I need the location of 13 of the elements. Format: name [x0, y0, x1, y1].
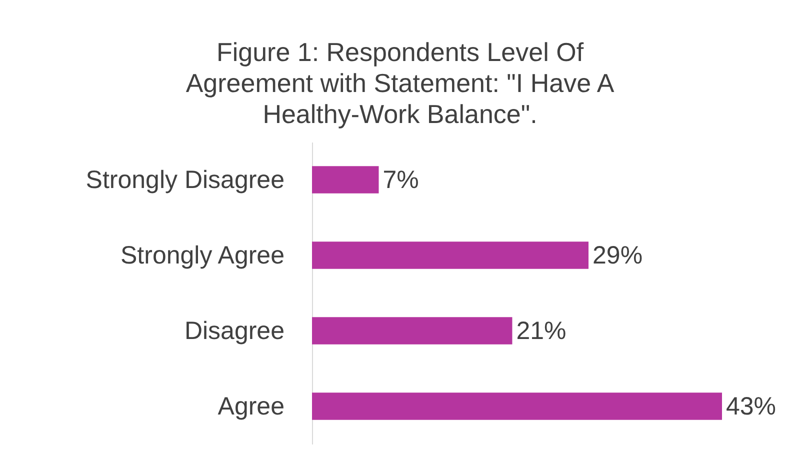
bar — [312, 166, 379, 194]
bar — [312, 242, 589, 269]
data-label: 43% — [726, 392, 776, 420]
data-label: 7% — [382, 166, 419, 194]
data-label: 21% — [516, 316, 566, 345]
y-tick-label: Disagree — [184, 316, 284, 345]
y-tick-label: Agree — [218, 392, 284, 420]
chart-title: Figure 1: Respondents Level Of Agreement with Statement: "I Have A Healthy-Work Balance". — [186, 37, 615, 129]
data-label: 29% — [592, 241, 643, 270]
bar — [312, 317, 512, 344]
y-tick-label: Strongly Agree — [120, 241, 284, 270]
bar — [312, 392, 722, 420]
y-tick-label: Strongly Disagree — [86, 166, 284, 194]
